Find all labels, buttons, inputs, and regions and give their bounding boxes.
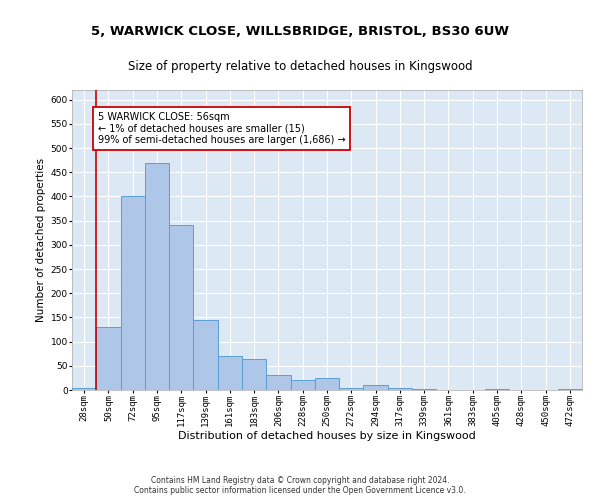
Bar [412,389,436,390]
Bar [121,196,145,390]
Bar [96,327,121,390]
Bar [193,320,218,390]
Bar [315,378,339,390]
X-axis label: Distribution of detached houses by size in Kingswood: Distribution of detached houses by size … [178,430,476,440]
Bar [364,385,388,390]
Bar [339,388,364,390]
Bar [388,388,412,390]
Text: Contains HM Land Registry data © Crown copyright and database right 2024.
Contai: Contains HM Land Registry data © Crown c… [134,476,466,495]
Text: Size of property relative to detached houses in Kingswood: Size of property relative to detached ho… [128,60,472,73]
Bar [145,162,169,390]
Bar [266,376,290,390]
Bar [485,389,509,390]
Bar [218,356,242,390]
Bar [169,226,193,390]
Bar [72,388,96,390]
Y-axis label: Number of detached properties: Number of detached properties [37,158,46,322]
Text: 5 WARWICK CLOSE: 56sqm
← 1% of detached houses are smaller (15)
99% of semi-deta: 5 WARWICK CLOSE: 56sqm ← 1% of detached … [97,112,345,145]
Bar [242,358,266,390]
Bar [290,380,315,390]
Text: 5, WARWICK CLOSE, WILLSBRIDGE, BRISTOL, BS30 6UW: 5, WARWICK CLOSE, WILLSBRIDGE, BRISTOL, … [91,25,509,38]
Bar [558,389,582,390]
